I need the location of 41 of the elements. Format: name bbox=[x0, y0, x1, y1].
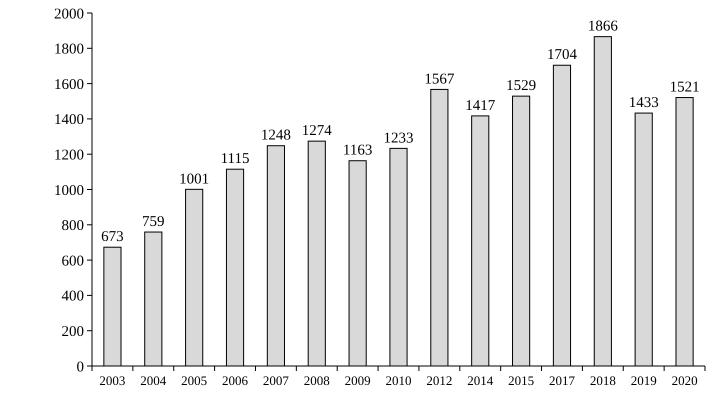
x-tick-label: 2008 bbox=[304, 373, 330, 388]
y-tick-label: 800 bbox=[62, 218, 84, 234]
x-tick-label: 2019 bbox=[630, 373, 657, 388]
data-label: 1866 bbox=[588, 18, 618, 35]
x-tick-label: 2006 bbox=[222, 373, 249, 388]
x-tick-label: 2015 bbox=[508, 373, 534, 388]
x-tick-label: 2003 bbox=[99, 373, 126, 388]
x-tick-label: 2010 bbox=[386, 373, 412, 388]
data-label: 1521 bbox=[670, 80, 700, 96]
x-tick-label: 2020 bbox=[672, 373, 698, 388]
y-tick-label: 0 bbox=[76, 359, 84, 376]
x-tick-label: 2018 bbox=[590, 373, 616, 388]
data-label: 673 bbox=[101, 229, 124, 246]
y-tick-label: 1000 bbox=[54, 182, 84, 199]
data-label: 1704 bbox=[546, 47, 578, 64]
data-label: 1567 bbox=[424, 71, 455, 88]
data-label: 1529 bbox=[506, 78, 536, 94]
data-label: 759 bbox=[142, 214, 165, 230]
y-tick-label: 400 bbox=[62, 288, 84, 305]
data-label: 1001 bbox=[179, 171, 210, 188]
x-tick-label: 2007 bbox=[262, 373, 290, 388]
y-tick-label: 600 bbox=[62, 253, 84, 270]
y-tick-label: 1400 bbox=[54, 112, 84, 128]
x-tick-label: 2017 bbox=[548, 373, 576, 388]
y-tick-label: 1800 bbox=[54, 42, 84, 58]
data-label: 1163 bbox=[342, 142, 372, 159]
data-label: 1433 bbox=[628, 95, 659, 112]
data-label: 1115 bbox=[220, 151, 250, 168]
data-label: 1248 bbox=[260, 128, 291, 144]
y-tick-label: 1200 bbox=[54, 147, 84, 164]
data-label: 1233 bbox=[384, 130, 414, 146]
data-label: 1417 bbox=[465, 98, 496, 114]
x-tick-label: 2004 bbox=[140, 373, 167, 388]
y-tick-label: 1600 bbox=[54, 76, 84, 93]
x-tick-label: 2012 bbox=[426, 373, 452, 388]
data-label: 1274 bbox=[302, 123, 332, 140]
x-tick-label: 2014 bbox=[467, 373, 494, 388]
y-tick-label: 200 bbox=[62, 324, 84, 340]
y-tick-label: 2000 bbox=[54, 6, 84, 22]
x-tick-label: 2009 bbox=[344, 373, 371, 388]
x-tick-label: 2005 bbox=[181, 373, 208, 388]
